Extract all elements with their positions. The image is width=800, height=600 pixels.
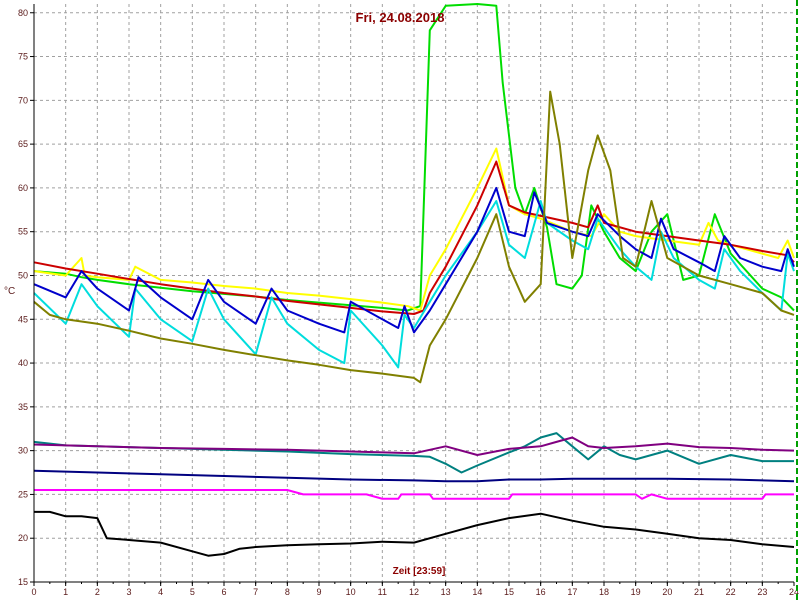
series-layer — [33, 3, 795, 557]
x-tick-label: 21 — [694, 587, 704, 597]
x-tick-label: 9 — [316, 587, 321, 597]
series-line-1 — [33, 147, 795, 312]
x-tick-label: 10 — [346, 587, 356, 597]
series-line-4 — [33, 186, 795, 334]
series-line-5 — [33, 90, 795, 384]
y-tick-label: 60 — [18, 183, 28, 193]
y-tick-label: 30 — [18, 446, 28, 456]
x-tick-label: 23 — [757, 587, 767, 597]
x-tick-label: 3 — [126, 587, 131, 597]
series-line-8 — [33, 469, 795, 483]
y-tick-label: 80 — [18, 8, 28, 18]
x-tick-label: 11 — [378, 587, 387, 597]
y-tick-label: 50 — [18, 270, 28, 280]
chart-title: Fri, 24.08.2018 — [356, 10, 445, 25]
x-tick-label: 2 — [95, 587, 100, 597]
x-tick-label: 7 — [253, 587, 258, 597]
series-line-3 — [33, 200, 795, 369]
x-tick-label: 18 — [599, 587, 609, 597]
y-tick-label: 65 — [18, 139, 28, 149]
x-tick-label: 5 — [190, 587, 195, 597]
y-tick-label: 15 — [18, 577, 28, 587]
x-tick-label: 0 — [31, 587, 36, 597]
x-tick-label: 6 — [221, 587, 226, 597]
x-tick-label: 20 — [662, 587, 672, 597]
y-tick-label: 70 — [18, 95, 28, 105]
series-line-6 — [33, 432, 794, 474]
y-tick-label: 45 — [18, 314, 28, 324]
x-tick-label: 19 — [631, 587, 641, 597]
series-line-9 — [34, 489, 794, 500]
x-tick-label: 24 — [789, 587, 799, 597]
series-line-0 — [33, 3, 795, 312]
x-tick-label: 1 — [63, 587, 68, 597]
x-tick-label: 13 — [441, 587, 451, 597]
x-tick-label: 12 — [409, 587, 419, 597]
series-line-10 — [34, 510, 795, 557]
series-line-7 — [33, 436, 795, 456]
y-tick-label: 40 — [18, 358, 28, 368]
y-tick-label: 20 — [18, 533, 28, 543]
grid — [34, 4, 794, 583]
x-tick-label: 22 — [726, 587, 736, 597]
x-tick-label: 15 — [504, 587, 514, 597]
x-tick-label: 16 — [536, 587, 546, 597]
x-axis: 0 1 2 3 4 5 6 7 8 9 10 11 12 13 14 15 16 17 18 19 20 21 22 23 24 — [31, 581, 799, 597]
x-tick-label: 17 — [567, 587, 577, 597]
y-tick-label: 35 — [18, 402, 28, 412]
x-axis-label: Zeit [23:59] — [393, 566, 446, 577]
y-axis-label: °C — [4, 286, 15, 297]
y-tick-label: 25 — [18, 489, 28, 499]
y-tick-label: 55 — [18, 227, 28, 237]
y-axis: 15 20 25 30 35 40 45 50 55 60 65 70 75 80 — [18, 8, 34, 587]
x-tick-label: 8 — [285, 587, 290, 597]
x-tick-label: 14 — [472, 587, 482, 597]
x-tick-label: 4 — [158, 587, 163, 597]
y-tick-label: 75 — [18, 52, 28, 62]
